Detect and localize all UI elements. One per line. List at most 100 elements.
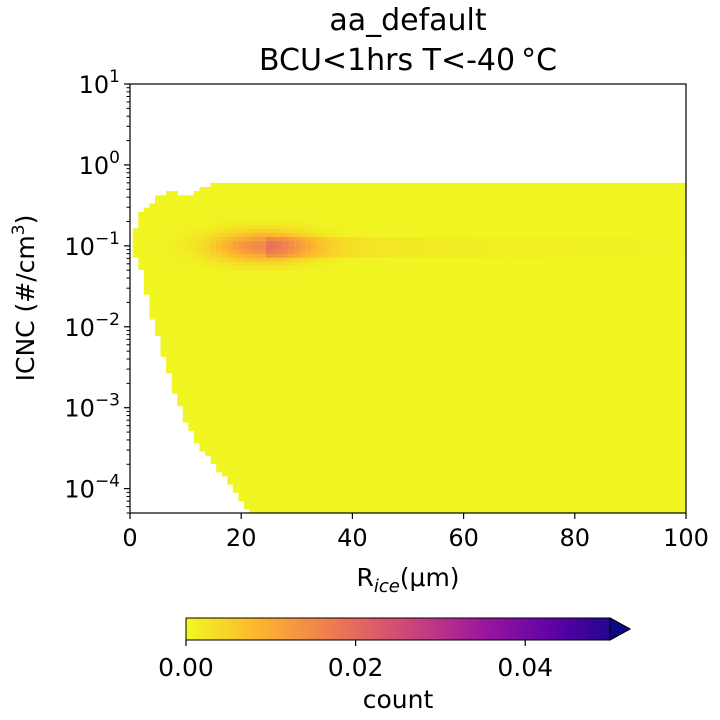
heatmap-cell (338, 508, 345, 513)
heatmap-cell (444, 467, 451, 473)
heatmap-cell (449, 207, 456, 213)
heatmap-cell (338, 504, 345, 510)
heatmap-cell (232, 352, 239, 357)
heatmap-cell (282, 380, 289, 386)
heatmap-cell (155, 265, 162, 271)
heatmap-cell (349, 376, 356, 382)
heatmap-cell (355, 228, 362, 233)
heatmap-cell (382, 459, 390, 464)
heatmap-cell (494, 409, 501, 415)
heatmap-cell (499, 508, 506, 513)
heatmap-cell (394, 488, 401, 493)
heatmap-cell (149, 281, 156, 287)
heatmap-cell (510, 430, 517, 436)
heatmap-cell (205, 277, 212, 283)
heatmap-cell (299, 335, 306, 341)
heatmap-cell (271, 451, 278, 456)
heatmap-cell (438, 182, 445, 188)
heatmap-cell (405, 335, 412, 341)
heatmap-cell (255, 364, 262, 370)
heatmap-cell (455, 455, 462, 460)
heatmap-cell (405, 211, 412, 217)
heatmap-cell (455, 508, 462, 513)
heatmap-cell (382, 372, 390, 378)
heatmap-cell (399, 479, 406, 485)
heatmap-cell (427, 409, 434, 415)
heatmap-cell (405, 356, 412, 361)
heatmap-cell (249, 343, 256, 349)
heatmap-cell (483, 500, 490, 506)
heatmap-cell (149, 261, 156, 266)
heatmap-cell (510, 409, 517, 415)
heatmap-cell (499, 236, 506, 242)
heatmap-cell (238, 306, 245, 312)
heatmap-cell (310, 327, 317, 332)
heatmap-cell (327, 327, 334, 332)
heatmap-cell (143, 240, 150, 246)
heatmap-cell (466, 430, 473, 436)
heatmap-cell (288, 294, 295, 299)
heatmap-cell (377, 195, 384, 200)
heatmap-cell (449, 224, 456, 229)
heatmap-cell (416, 306, 423, 312)
heatmap-cell (205, 393, 212, 398)
heatmap-cell (516, 364, 523, 370)
heatmap-cell (466, 385, 473, 390)
heatmap-cell (166, 199, 173, 205)
heatmap-cell (277, 438, 284, 444)
heatmap-cell (260, 430, 267, 436)
heatmap-cell (471, 422, 478, 427)
heatmap-cell (282, 343, 289, 349)
heatmap-cell (344, 273, 351, 279)
heatmap-cell (182, 211, 189, 217)
heatmap-cell (455, 211, 462, 217)
heatmap-cell (349, 319, 356, 324)
heatmap-cell (232, 442, 239, 448)
heatmap-cell (277, 455, 284, 460)
heatmap-cell (438, 232, 445, 238)
heatmap-cell (349, 471, 356, 477)
heatmap-cell (488, 236, 495, 242)
heatmap-cell (399, 253, 406, 258)
heatmap-cell (466, 475, 473, 481)
heatmap-cell (460, 207, 467, 213)
heatmap-cell (338, 488, 345, 493)
heatmap-cell (332, 327, 339, 332)
heatmap-cell (327, 418, 334, 423)
heatmap-cell (238, 484, 245, 489)
heatmap-cell (388, 446, 395, 452)
heatmap-cell (288, 232, 295, 238)
heatmap-cell (349, 310, 356, 316)
heatmap-cell (382, 376, 390, 382)
heatmap-cell (421, 475, 428, 481)
heatmap-cell (266, 455, 273, 460)
heatmap-cell (338, 372, 345, 378)
heatmap-cell (416, 261, 423, 266)
heatmap-cell (321, 215, 328, 221)
heatmap-cell (371, 413, 378, 419)
heatmap-cell (294, 475, 301, 481)
heatmap-cell (199, 385, 206, 390)
heatmap-cell (377, 385, 384, 390)
heatmap-cell (177, 385, 184, 390)
heatmap-cell (416, 356, 423, 361)
heatmap-cell (344, 405, 351, 411)
heatmap-cell (516, 331, 523, 337)
heatmap-cell (288, 269, 295, 275)
heatmap-cell (510, 310, 517, 316)
heatmap-cell (210, 224, 217, 229)
heatmap-cell (266, 389, 273, 394)
heatmap-cell (282, 500, 289, 506)
heatmap-cell (344, 471, 351, 477)
heatmap-cell (399, 368, 406, 374)
heatmap-cell (193, 360, 200, 365)
heatmap-cell (377, 298, 384, 304)
heatmap-cell (477, 360, 484, 365)
heatmap-cell (382, 269, 390, 275)
heatmap-cell (444, 220, 451, 225)
heatmap-cell (288, 298, 295, 304)
heatmap-cell (421, 286, 428, 291)
heatmap-cell (360, 347, 367, 353)
heatmap-cell (332, 187, 339, 192)
heatmap-cell (243, 265, 251, 271)
